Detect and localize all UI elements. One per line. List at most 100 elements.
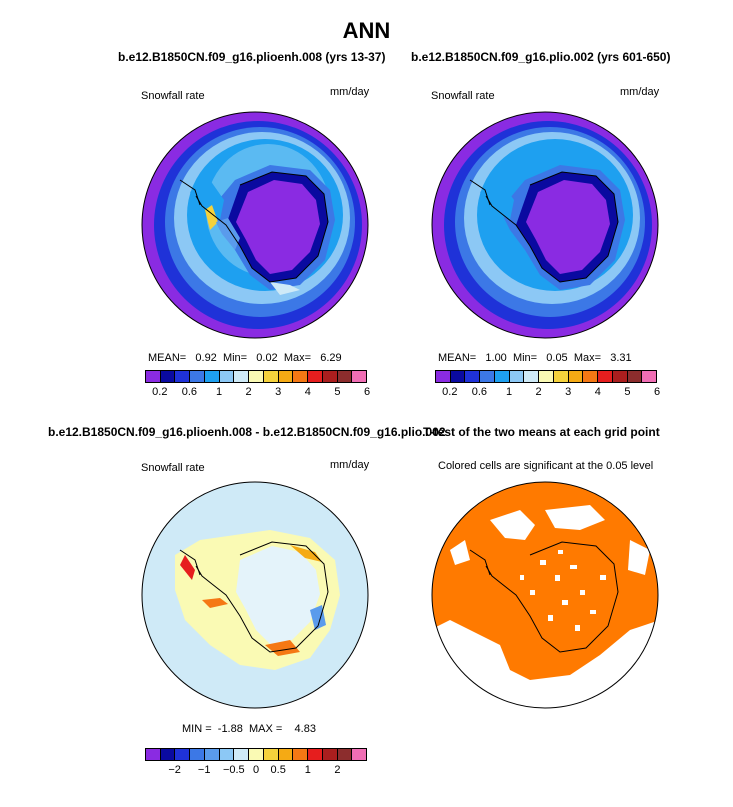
colorbar-swatch (450, 371, 466, 382)
panel1-snowfall-map (141, 111, 369, 339)
colorbar-swatch (249, 749, 264, 760)
panel1-min-label: Min= (222, 352, 248, 364)
colorbar-swatch (642, 371, 657, 382)
panel1-colorbar (145, 370, 367, 383)
colorbar-swatch (494, 371, 510, 382)
colorbar-swatch (352, 749, 367, 760)
colorbar-swatch (219, 371, 235, 382)
colorbar-tick-label: 0.5 (270, 764, 286, 776)
colorbar-swatch (190, 749, 205, 760)
panel2-min-label: Min= (512, 352, 538, 364)
colorbar-swatch (524, 371, 540, 382)
colorbar-swatch (583, 371, 599, 382)
colorbar-swatch (234, 749, 250, 760)
colorbar-tick-label: 2 (535, 386, 542, 398)
panel3-max-value: 4.83 (294, 723, 316, 735)
panel2-max-label: Max= (573, 352, 602, 364)
colorbar-swatch (263, 749, 279, 760)
panel3-variable-label: Snowfall rate (141, 462, 205, 474)
panel2-colorbar (435, 370, 657, 383)
panel3-colorbar (145, 748, 367, 761)
panel2-title: b.e12.B1850CN.f09_g16.plio.002 (yrs 601-… (411, 50, 671, 64)
colorbar-swatch (146, 749, 161, 760)
colorbar-swatch (293, 371, 309, 382)
colorbar-swatch (322, 749, 338, 760)
colorbar-swatch (278, 749, 294, 760)
colorbar-swatch (160, 371, 176, 382)
panel2-mean-label: MEAN= (438, 352, 477, 364)
panel1-stats: MEAN= 0.92 Min= 0.02 Max= 6.29 (148, 352, 342, 364)
colorbar-swatch (263, 371, 279, 382)
colorbar-swatch (308, 749, 323, 760)
colorbar-tick-label: 6 (363, 386, 371, 398)
colorbar-swatch (337, 371, 353, 382)
colorbar-swatch (175, 371, 191, 382)
panel4-ttest-map (431, 481, 659, 709)
panel1-units-label: mm/day (330, 86, 370, 98)
panel2-min-value: 0.05 (546, 352, 568, 364)
colorbar-tick-label: 0.6 (471, 386, 488, 398)
colorbar-tick-label: −0.5 (222, 764, 245, 776)
panel1-max-label: Max= (283, 352, 312, 364)
panel3-title: b.e12.B1850CN.f09_g16.plioenh.008 - b.e1… (48, 425, 446, 439)
colorbar-tick-label: −1 (197, 764, 211, 776)
colorbar-swatch (480, 371, 495, 382)
colorbar-swatch (612, 371, 628, 382)
colorbar-swatch (539, 371, 554, 382)
colorbar-tick-label: 1 (304, 764, 311, 776)
colorbar-swatch (568, 371, 584, 382)
panel1-variable-label: Snowfall rate (141, 90, 205, 102)
colorbar-tick-label: 5 (624, 386, 631, 398)
colorbar-tick-label: 0.6 (181, 386, 198, 398)
colorbar-tick-label: 0.2 (152, 386, 168, 398)
colorbar-tick-label: 3 (565, 386, 572, 398)
colorbar-swatch (234, 371, 250, 382)
colorbar-swatch (204, 749, 220, 760)
colorbar-swatch (436, 371, 451, 382)
colorbar-swatch (175, 749, 191, 760)
colorbar-swatch (598, 371, 613, 382)
colorbar-swatch (509, 371, 525, 382)
colorbar-tick-label: 2 (245, 386, 252, 398)
colorbar-swatch (308, 371, 323, 382)
panel1-min-value: 0.02 (256, 352, 278, 364)
colorbar-tick-label: 5 (334, 386, 341, 398)
panel3-min-value: -1.88 (217, 723, 243, 735)
colorbar-tick-label: 4 (594, 386, 601, 398)
colorbar-swatch (219, 749, 235, 760)
panel1-title: b.e12.B1850CN.f09_g16.plioenh.008 (yrs 1… (118, 50, 386, 64)
colorbar-swatch (352, 371, 367, 382)
colorbar-tick-label: 4 (304, 386, 311, 398)
panel4-subtitle: Colored cells are significant at the 0.0… (438, 460, 654, 472)
colorbar-swatch (146, 371, 161, 382)
colorbar-tick-label: 0 (252, 764, 260, 776)
panel3-units-label: mm/day (330, 459, 370, 471)
panel2-stats: MEAN= 1.00 Min= 0.05 Max= 3.31 (438, 352, 632, 364)
colorbar-tick-label: 1 (505, 386, 513, 398)
colorbar-swatch (160, 749, 176, 760)
panel4-title: T-test of the two means at each grid poi… (423, 425, 660, 439)
colorbar-swatch (553, 371, 569, 382)
panel2-variable-label: Snowfall rate (431, 90, 495, 102)
colorbar-tick-label: −2 (168, 764, 181, 776)
colorbar-tick-label: 0.2 (442, 386, 458, 398)
colorbar-swatch (337, 749, 353, 760)
panel2-max-value: 3.31 (610, 352, 632, 364)
colorbar-tick-label: 3 (275, 386, 282, 398)
panel3-difference-map (141, 481, 369, 709)
panel3-max-label: MAX = (248, 723, 283, 735)
panel3-stats: MIN = -1.88 MAX = 4.83 (182, 723, 316, 735)
colorbar-swatch (293, 749, 309, 760)
panel2-mean-value: 1.00 (485, 352, 507, 364)
colorbar-swatch (190, 371, 205, 382)
panel2-units-label: mm/day (620, 86, 660, 98)
colorbar-swatch (204, 371, 220, 382)
colorbar-swatch (627, 371, 643, 382)
colorbar-swatch (249, 371, 264, 382)
figure-title: ANN (342, 18, 391, 43)
colorbar-swatch (465, 371, 481, 382)
colorbar-tick-label: 6 (653, 386, 661, 398)
colorbar-tick-label: 2 (334, 764, 341, 776)
panel1-mean-value: 0.92 (195, 352, 217, 364)
panel2-snowfall-map (431, 111, 659, 339)
